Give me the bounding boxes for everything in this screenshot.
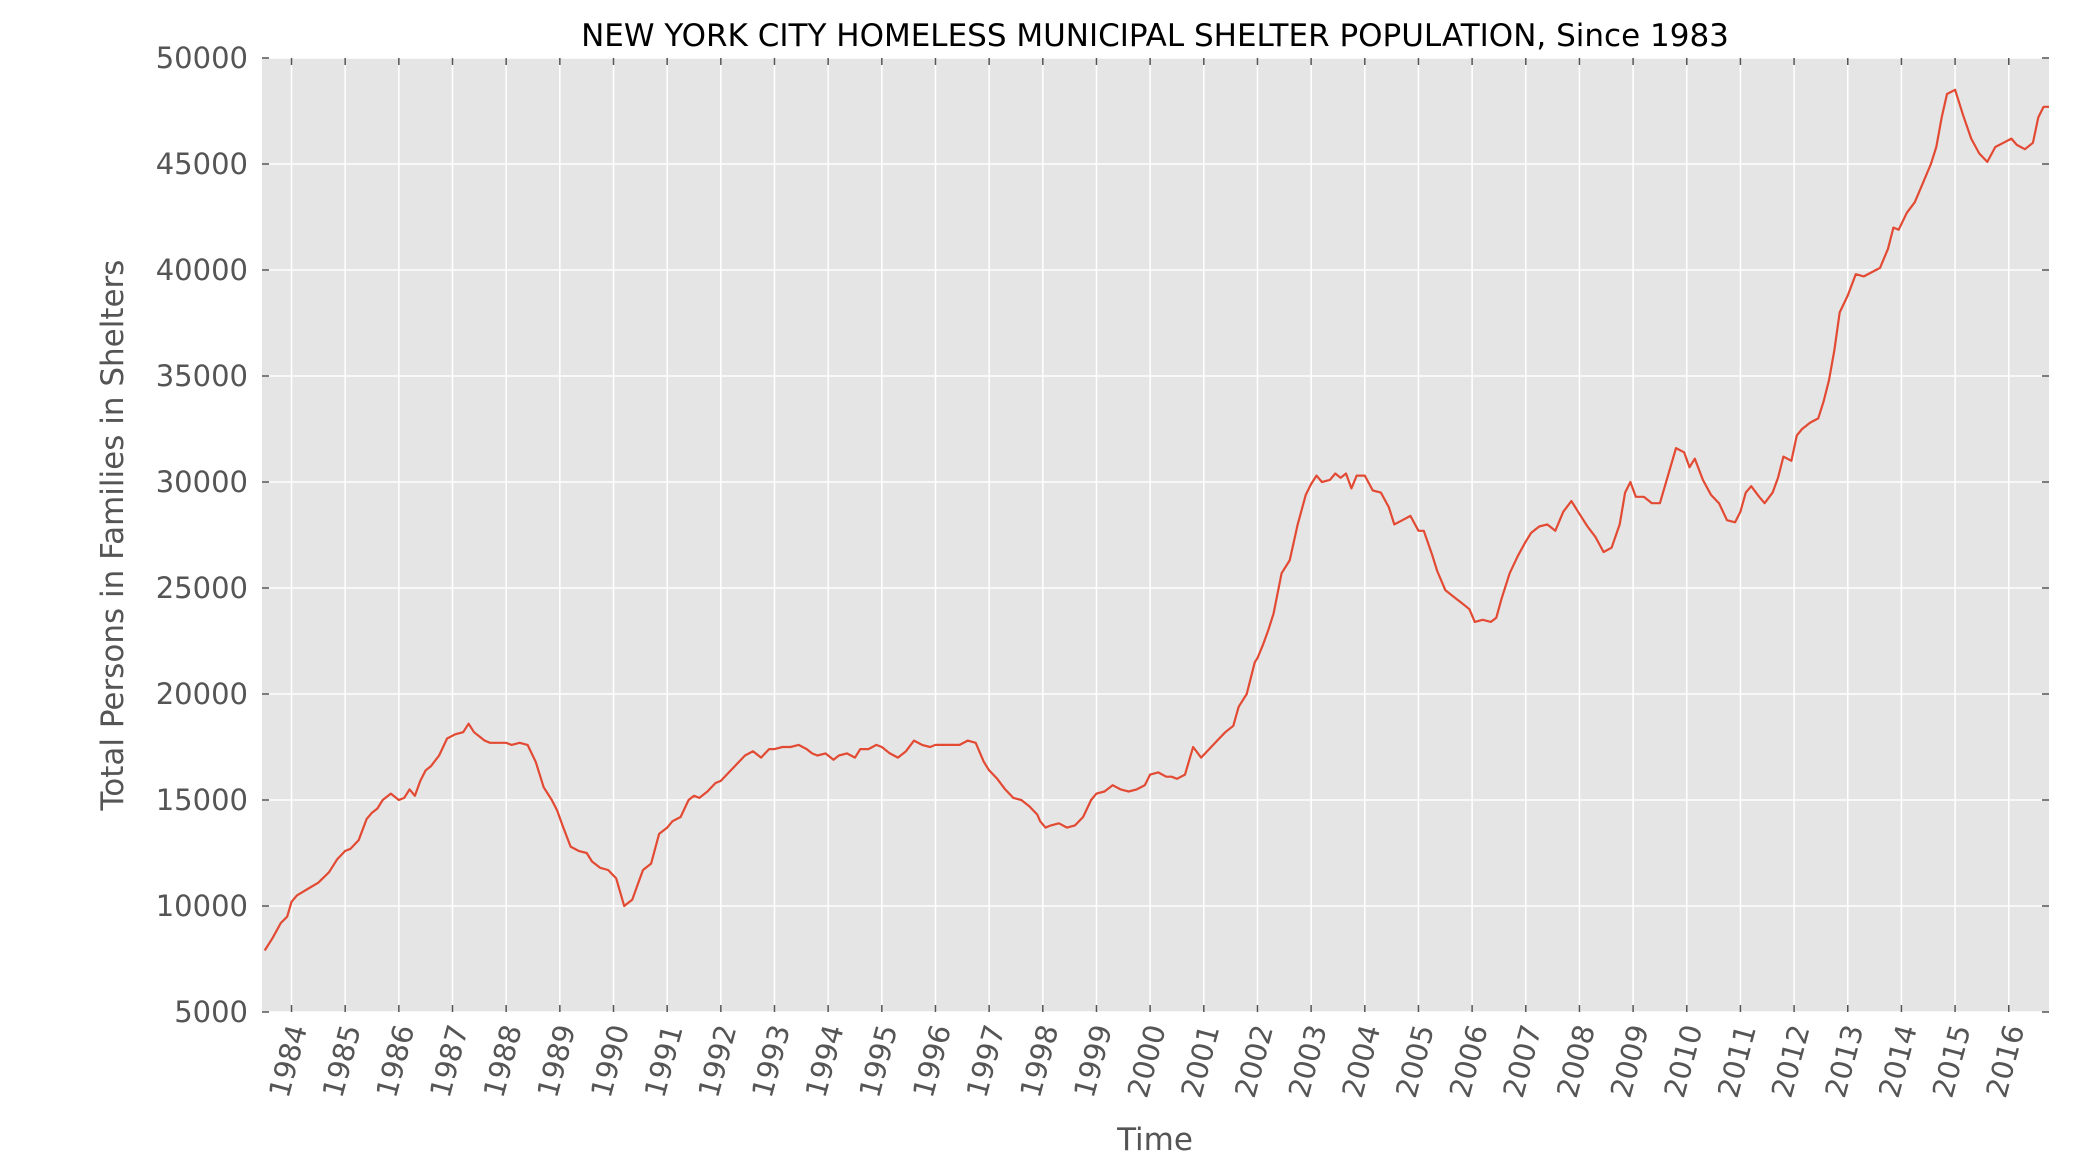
- x-tick-label: 1989: [530, 1021, 582, 1101]
- x-tick-label: 1999: [1067, 1021, 1119, 1101]
- y-tick-label: 20000: [156, 677, 248, 711]
- x-tick-label: 2000: [1121, 1021, 1173, 1101]
- y-tick-label: 45000: [156, 147, 248, 181]
- chart-title: NEW YORK CITY HOMELESS MUNICIPAL SHELTER…: [581, 18, 1729, 54]
- y-tick-label: 5000: [174, 995, 248, 1029]
- x-tick-label: 2011: [1711, 1021, 1763, 1101]
- x-tick-label: 2015: [1926, 1021, 1978, 1101]
- ticks: [262, 57, 2049, 1013]
- x-tick-label: 2016: [1979, 1021, 2031, 1101]
- x-tick-label: 1984: [262, 1021, 314, 1101]
- x-tick-label: 1997: [960, 1021, 1012, 1101]
- x-tick-label: 1998: [1013, 1021, 1065, 1101]
- plot-area: [262, 58, 2049, 1012]
- x-tick-label: 2012: [1765, 1021, 1817, 1101]
- x-tick-label: 2006: [1443, 1021, 1495, 1101]
- x-tick-label: 1987: [423, 1021, 475, 1101]
- x-tick-label: 1996: [906, 1021, 958, 1101]
- x-tick-label: 1994: [799, 1021, 851, 1101]
- y-axis-label: Total Persons in Families in Shelters: [95, 260, 131, 812]
- x-tick-labels: 1984 1985 1986 1987 1988 1989 1990 1991 1992 1993…: [262, 1021, 2031, 1101]
- x-tick-label: 1988: [477, 1021, 529, 1101]
- x-tick-label: 1986: [369, 1021, 421, 1101]
- x-tick-label: 2008: [1550, 1021, 1602, 1101]
- y-tick-label: 30000: [156, 465, 248, 499]
- x-tick-label: 2005: [1389, 1021, 1441, 1101]
- y-tick-label: 10000: [156, 889, 248, 923]
- grid: [262, 57, 2049, 1013]
- y-tick-label: 50000: [156, 41, 248, 75]
- x-tick-label: 2010: [1657, 1021, 1709, 1101]
- x-tick-label: 2013: [1818, 1021, 1870, 1101]
- x-tick-label: 2002: [1228, 1021, 1280, 1101]
- series-line: [263, 88, 2049, 952]
- y-tick-label: 25000: [156, 571, 248, 605]
- x-tick-label: 2014: [1872, 1021, 1924, 1101]
- y-tick-labels: 5000 10000 15000 20000 25000 30000 35000 40000 4…: [156, 41, 248, 1029]
- x-tick-label: 2007: [1496, 1021, 1548, 1101]
- x-tick-label: 2004: [1335, 1021, 1387, 1101]
- x-tick-label: 1993: [745, 1021, 797, 1101]
- x-tick-label: 1985: [316, 1021, 368, 1101]
- y-tick-label: 15000: [156, 783, 248, 817]
- x-axis-label: Time: [1116, 1122, 1193, 1158]
- x-tick-label: 1995: [852, 1021, 904, 1101]
- x-tick-label: 1991: [638, 1021, 690, 1101]
- x-tick-label: 2003: [1282, 1021, 1334, 1101]
- x-tick-label: 2001: [1174, 1021, 1226, 1101]
- x-tick-label: 1992: [691, 1021, 743, 1101]
- y-tick-label: 35000: [156, 359, 248, 393]
- y-tick-label: 40000: [156, 253, 248, 287]
- x-tick-label: 2009: [1604, 1021, 1656, 1101]
- x-tick-label: 1990: [584, 1021, 636, 1101]
